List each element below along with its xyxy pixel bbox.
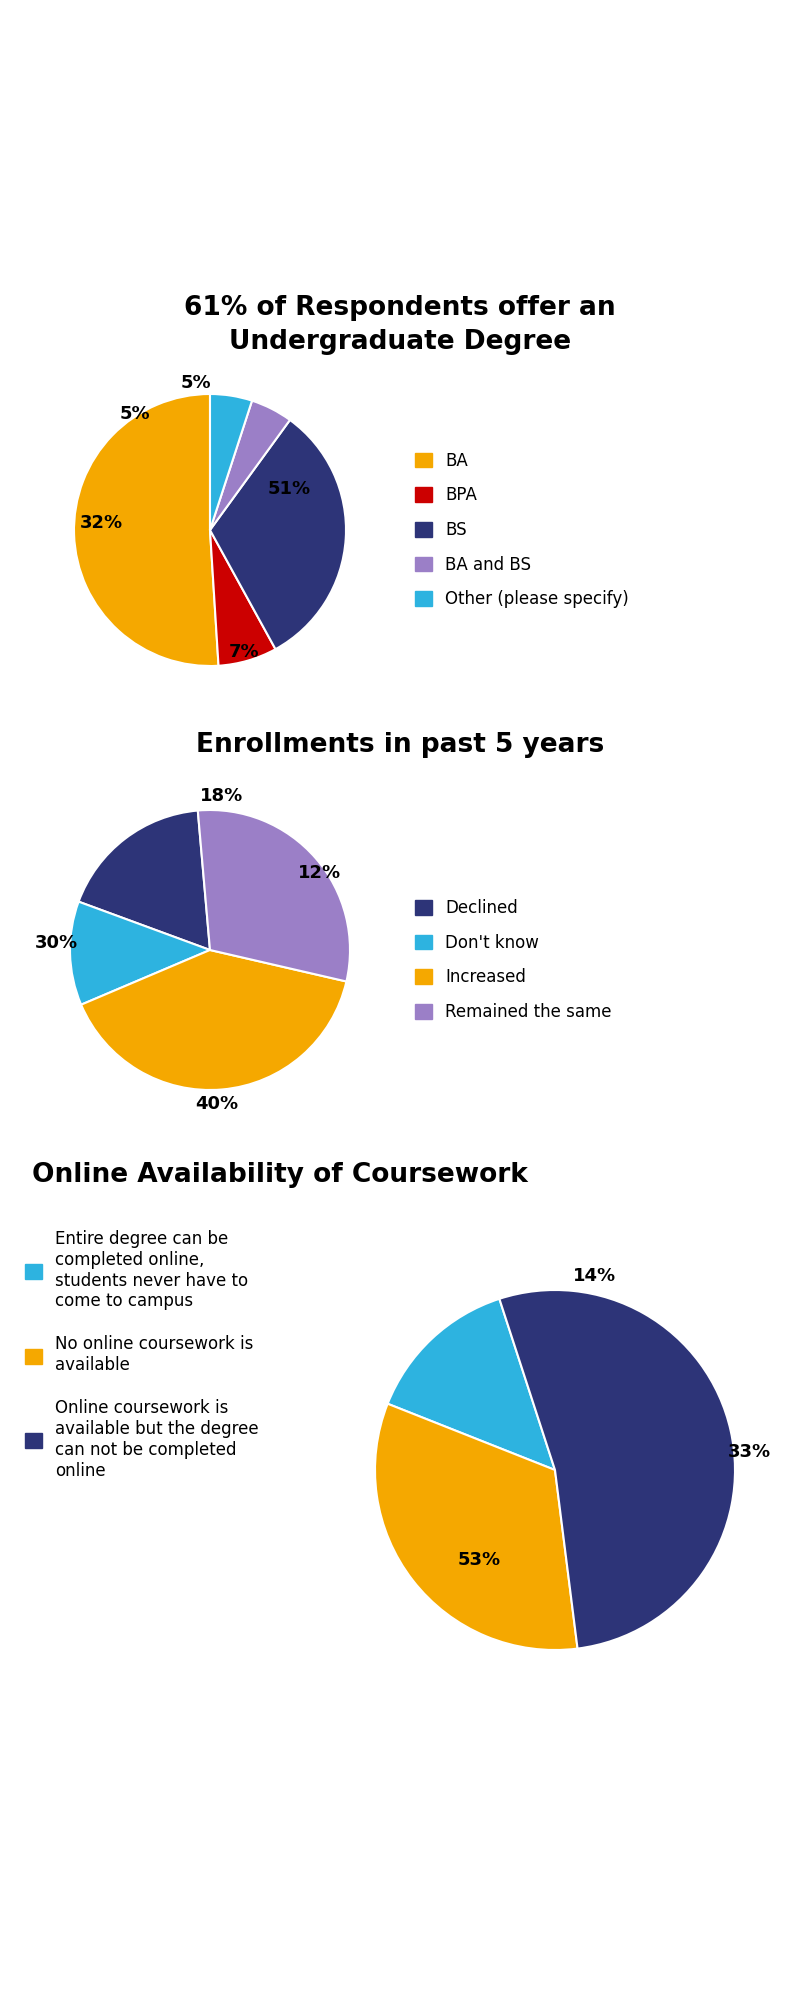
Legend: Entire degree can be
completed online,
students never have to
come to campus, No: Entire degree can be completed online, s…	[18, 1224, 266, 1486]
Text: UNDERGRADUATE: UNDERGRADUATE	[40, 26, 760, 94]
Wedge shape	[210, 400, 290, 530]
Wedge shape	[81, 950, 346, 1090]
Text: 7%: 7%	[229, 644, 259, 662]
Wedge shape	[375, 1404, 578, 1650]
Text: N=99: N=99	[722, 246, 770, 264]
Wedge shape	[499, 1290, 735, 1648]
Text: 18%: 18%	[199, 786, 243, 804]
Text: 2019: 2019	[299, 170, 501, 240]
Wedge shape	[78, 810, 210, 950]
Text: 12%: 12%	[298, 864, 341, 882]
Text: 14%: 14%	[573, 1266, 616, 1284]
Text: 40%: 40%	[195, 1096, 238, 1112]
Text: Enrollments in past 5 years: Enrollments in past 5 years	[196, 732, 604, 758]
Wedge shape	[210, 530, 275, 666]
Legend: BA, BPA, BS, BA and BS, Other (please specify): BA, BPA, BS, BA and BS, Other (please sp…	[408, 446, 635, 616]
Text: naspaa.org/resources/teaching-and-learning/managing-undergraduate-or-doctoral-
p: naspaa.org/resources/teaching-and-learni…	[123, 1884, 677, 1916]
Text: 30%: 30%	[34, 934, 78, 952]
Text: 32%: 32%	[80, 514, 122, 532]
Wedge shape	[74, 394, 218, 666]
Text: SURVEY: SURVEY	[238, 98, 562, 166]
Wedge shape	[198, 810, 350, 982]
Text: 51%: 51%	[267, 480, 310, 498]
Text: 5%: 5%	[120, 406, 150, 424]
Text: 33%: 33%	[728, 1444, 771, 1460]
Text: Online Availability of Coursework: Online Availability of Coursework	[32, 1162, 528, 1188]
Text: 61% of Respondents offer an
Undergraduate Degree: 61% of Respondents offer an Undergraduat…	[184, 294, 616, 356]
Wedge shape	[70, 902, 210, 1004]
Wedge shape	[210, 420, 346, 650]
Wedge shape	[210, 394, 252, 530]
Legend: Declined, Don't know, Increased, Remained the same: Declined, Don't know, Increased, Remaine…	[408, 892, 618, 1028]
Wedge shape	[388, 1298, 555, 1470]
Text: 53%: 53%	[458, 1552, 501, 1568]
Text: 5%: 5%	[181, 374, 212, 392]
